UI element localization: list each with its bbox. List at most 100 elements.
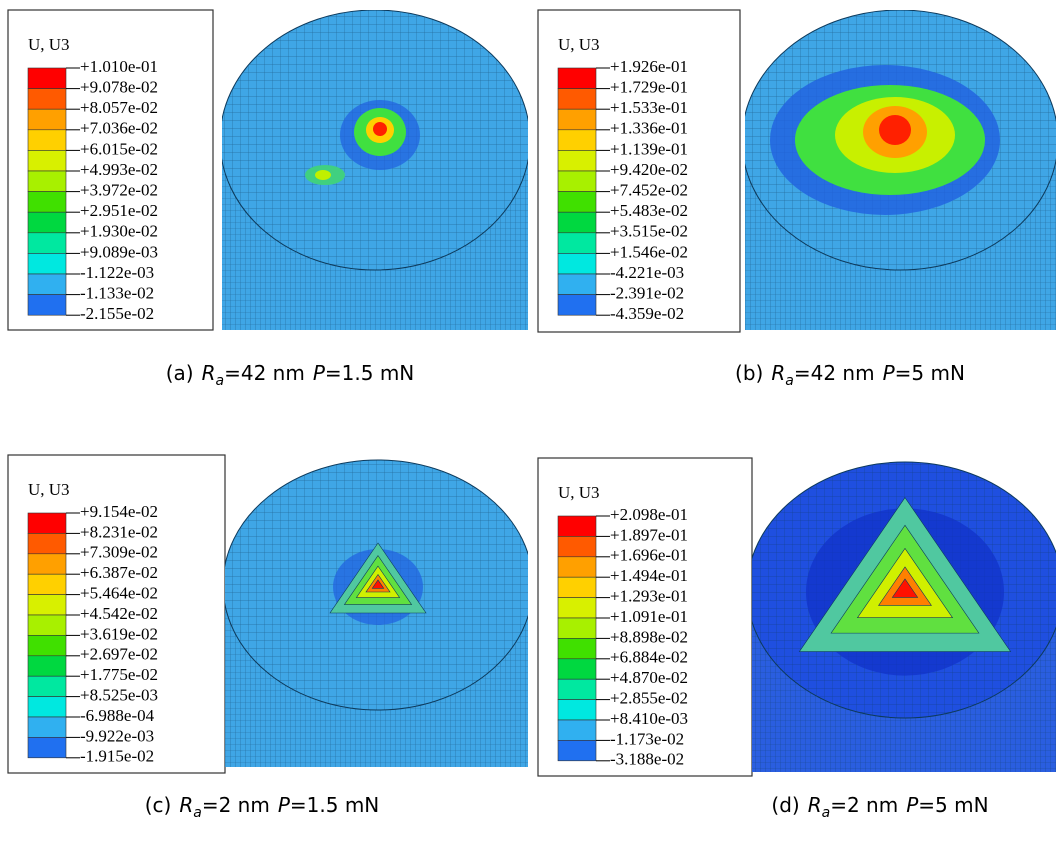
caption-value: =42 nm <box>224 361 305 385</box>
legend-label: +1.091e-01 <box>610 607 688 626</box>
legend-swatch <box>28 109 66 130</box>
legend-label: +1.729e-01 <box>610 78 688 97</box>
caption-sub: a <box>193 805 202 821</box>
legend-label: -1.915e-02 <box>80 747 154 766</box>
legend-label: +9.154e-02 <box>80 502 158 521</box>
legend-title: U, U3 <box>558 483 600 502</box>
legend-swatch <box>558 109 596 130</box>
caption-value: =1.5 mN <box>325 361 414 385</box>
caption-label: (c) <box>145 793 172 817</box>
caption-label: (a) <box>166 361 194 385</box>
caption-value: =2 nm <box>830 793 898 817</box>
legend-swatch <box>558 295 596 316</box>
legend-swatch <box>28 717 66 737</box>
legend-label: +1.494e-01 <box>610 566 688 585</box>
legend-label: +5.483e-02 <box>610 201 688 220</box>
legend-swatch <box>28 233 66 254</box>
legend-swatch <box>558 192 596 213</box>
legend-swatch <box>28 130 66 151</box>
legend-swatch <box>28 697 66 717</box>
caption-label: (b) <box>735 361 763 385</box>
panel: U, U3 +1.010e-01 +9.078e-02+8.057e-02 +7.03… <box>8 10 530 389</box>
legend-swatch <box>28 89 66 110</box>
caption-value: =1.5 mN <box>290 793 379 817</box>
legend-swatch <box>28 615 66 635</box>
legend-swatch <box>28 68 66 89</box>
caption-var: P <box>883 361 896 385</box>
legend-swatch <box>558 150 596 171</box>
legend-label: +7.309e-02 <box>80 543 158 562</box>
legend-label: -3.188e-02 <box>610 750 684 769</box>
legend-swatch <box>558 557 596 577</box>
legend-swatch <box>28 574 66 594</box>
legend-label: -9.922e-03 <box>80 726 154 745</box>
legend-label: +3.972e-02 <box>80 181 158 200</box>
caption-value: =2 nm <box>202 793 270 817</box>
legend-title: U, U3 <box>28 35 70 54</box>
legend-label: -1.173e-02 <box>610 729 684 748</box>
legend-label: +1.897e-01 <box>610 525 688 544</box>
legend-label: +4.993e-02 <box>80 160 158 179</box>
caption-sub: a <box>785 373 794 389</box>
legend-swatch <box>558 618 596 638</box>
legend-swatch <box>558 638 596 658</box>
legend-label: -4.359e-02 <box>610 304 684 323</box>
legend-swatch <box>28 295 66 316</box>
legend-label: +4.542e-02 <box>80 604 158 623</box>
caption-value: =42 nm <box>794 361 875 385</box>
legend-label: +1.139e-01 <box>610 139 688 158</box>
legend-label: -1.122e-03 <box>80 263 154 282</box>
caption-value: =5 mN <box>895 361 965 385</box>
caption-value: =5 mN <box>918 793 988 817</box>
legend-swatch <box>28 554 66 574</box>
legend-label: +3.515e-02 <box>610 222 688 241</box>
legend-swatch <box>28 253 66 274</box>
legend-swatch <box>558 679 596 699</box>
deform-zone <box>373 122 387 136</box>
legend-label: -4.221e-03 <box>610 263 684 282</box>
caption-var: R <box>179 793 193 817</box>
legend-swatch <box>558 740 596 760</box>
legend-label: +9.420e-02 <box>610 160 688 179</box>
legend-label: +1.010e-01 <box>80 57 158 76</box>
simulation-image <box>742 10 1056 330</box>
legend-swatch <box>28 274 66 295</box>
legend-swatch <box>28 595 66 615</box>
legend-swatch <box>558 171 596 192</box>
legend-swatch <box>558 274 596 295</box>
panel: U, U3+1.926e-01+1.729e-01+1.533e-01+1.33… <box>538 10 1056 389</box>
legend-swatch <box>28 192 66 213</box>
legend-swatch <box>558 720 596 740</box>
legend-swatch <box>28 676 66 696</box>
caption-var: R <box>202 361 216 385</box>
legend-label: +6.387e-02 <box>80 563 158 582</box>
legend-swatch <box>558 89 596 110</box>
legend-label: +1.775e-02 <box>80 665 158 684</box>
legend-label: +8.057e-02 <box>80 98 158 117</box>
legend-label: +8.231e-02 <box>80 522 158 541</box>
legend-label: +2.697e-02 <box>80 645 158 664</box>
legend-label: +1.336e-01 <box>610 119 688 138</box>
legend-label: -6.988e-04 <box>80 706 155 725</box>
legend-label: +7.036e-02 <box>80 119 158 138</box>
legend-label: +3.619e-02 <box>80 624 158 643</box>
legend-label: -2.155e-02 <box>80 304 154 323</box>
panel: U, U3+9.154e-02+8.231e-02+7.309e-02+6.38… <box>8 455 533 821</box>
legend-label: +8.525e-03 <box>80 686 158 705</box>
legend-label: -1.133e-02 <box>80 284 154 303</box>
legend-label: +8.898e-02 <box>610 627 688 646</box>
legend-swatch <box>28 150 66 171</box>
legend-label: +7.452e-02 <box>610 181 688 200</box>
legend-label: +9.089e-03 <box>80 242 158 261</box>
legend-label: +1.546e-02 <box>610 242 688 261</box>
legend-swatch <box>28 635 66 655</box>
legend-swatch <box>558 68 596 89</box>
legend-swatch <box>558 516 596 536</box>
legend-label: +8.410e-03 <box>610 709 688 728</box>
legend-label: +9.078e-02 <box>80 78 158 97</box>
legend-label: +2.951e-02 <box>80 201 158 220</box>
legend-swatch <box>558 130 596 151</box>
